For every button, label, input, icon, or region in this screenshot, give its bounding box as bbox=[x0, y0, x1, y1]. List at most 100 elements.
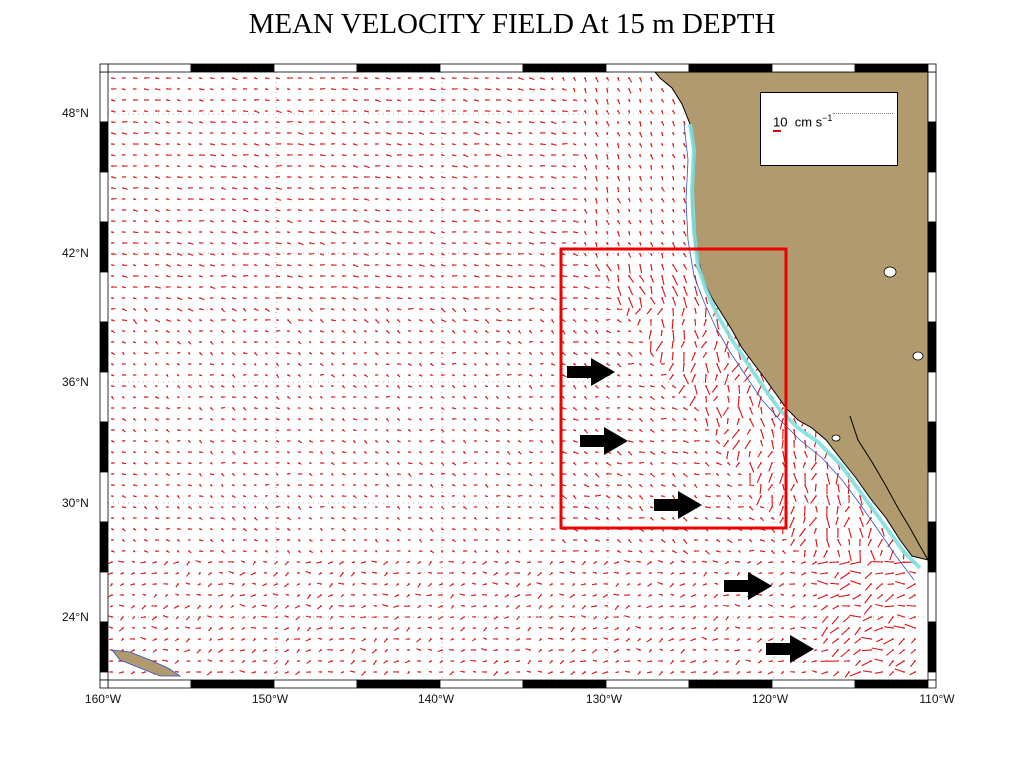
vector-origin-dot bbox=[595, 297, 597, 299]
vector-origin-dot bbox=[320, 363, 322, 365]
vector-origin-dot bbox=[485, 165, 487, 167]
vector-origin-dot bbox=[551, 198, 553, 200]
vector-origin-dot bbox=[518, 473, 520, 475]
vector-origin-dot bbox=[353, 539, 355, 541]
vector-origin-dot bbox=[342, 363, 344, 365]
vector-origin-dot bbox=[364, 176, 366, 178]
vector-origin-dot bbox=[540, 539, 542, 541]
vector-origin-dot bbox=[474, 539, 476, 541]
vector-origin-dot bbox=[276, 495, 278, 497]
vector-origin-dot bbox=[650, 77, 652, 79]
vector-origin-dot bbox=[551, 275, 553, 277]
vector-origin-dot bbox=[485, 121, 487, 123]
vector-origin-dot bbox=[705, 352, 707, 354]
vector-origin-dot bbox=[320, 396, 322, 398]
vector-origin-dot bbox=[672, 330, 674, 332]
vector-origin-dot bbox=[430, 110, 432, 112]
velocity-vector bbox=[716, 418, 720, 428]
vector-origin-dot bbox=[540, 330, 542, 332]
vector-origin-dot bbox=[166, 121, 168, 123]
vector-origin-dot bbox=[122, 154, 124, 156]
vector-origin-dot bbox=[474, 165, 476, 167]
vector-origin-dot bbox=[188, 231, 190, 233]
vector-origin-dot bbox=[650, 407, 652, 409]
vector-origin-dot bbox=[474, 440, 476, 442]
vector-origin-dot bbox=[243, 352, 245, 354]
vector-origin-dot bbox=[276, 99, 278, 101]
vector-origin-dot bbox=[298, 242, 300, 244]
vector-origin-dot bbox=[452, 319, 454, 321]
vector-origin-dot bbox=[133, 308, 135, 310]
vector-origin-dot bbox=[419, 440, 421, 442]
vector-origin-dot bbox=[496, 165, 498, 167]
vector-origin-dot bbox=[661, 297, 663, 299]
vector-origin-dot bbox=[683, 319, 685, 321]
vector-origin-dot bbox=[232, 418, 234, 420]
vector-origin-dot bbox=[419, 88, 421, 90]
vector-origin-dot bbox=[606, 297, 608, 299]
vector-origin-dot bbox=[496, 88, 498, 90]
vector-origin-dot bbox=[122, 462, 124, 464]
vector-origin-dot bbox=[551, 352, 553, 354]
vector-origin-dot bbox=[309, 330, 311, 332]
vector-origin-dot bbox=[199, 363, 201, 365]
vector-origin-dot bbox=[683, 154, 685, 156]
velocity-vector bbox=[716, 330, 720, 337]
vector-origin-dot bbox=[441, 264, 443, 266]
vector-origin-dot bbox=[595, 429, 597, 431]
velocity-vector bbox=[671, 352, 674, 361]
vector-origin-dot bbox=[276, 330, 278, 332]
velocity-vector bbox=[595, 264, 601, 272]
vector-origin-dot bbox=[386, 319, 388, 321]
vector-origin-dot bbox=[749, 517, 751, 519]
vector-origin-dot bbox=[353, 297, 355, 299]
vector-origin-dot bbox=[573, 231, 575, 233]
vector-origin-dot bbox=[518, 341, 520, 343]
vector-origin-dot bbox=[672, 176, 674, 178]
vector-origin-dot bbox=[111, 539, 113, 541]
vector-origin-dot bbox=[375, 121, 377, 123]
vector-origin-dot bbox=[518, 297, 520, 299]
vector-origin-dot bbox=[716, 385, 718, 387]
vector-origin-dot bbox=[595, 352, 597, 354]
vector-origin-dot bbox=[133, 154, 135, 156]
vector-origin-dot bbox=[705, 418, 707, 420]
vector-origin-dot bbox=[133, 440, 135, 442]
vector-origin-dot bbox=[507, 297, 509, 299]
vector-origin-dot bbox=[584, 330, 586, 332]
vector-origin-dot bbox=[265, 462, 267, 464]
vector-origin-dot bbox=[342, 242, 344, 244]
vector-origin-dot bbox=[540, 286, 542, 288]
vector-origin-dot bbox=[221, 407, 223, 409]
vector-origin-dot bbox=[309, 286, 311, 288]
vector-origin-dot bbox=[584, 418, 586, 420]
vector-origin-dot bbox=[430, 286, 432, 288]
vector-origin-dot bbox=[419, 187, 421, 189]
vector-origin-dot bbox=[507, 187, 509, 189]
vector-origin-dot bbox=[122, 341, 124, 343]
vector-origin-dot bbox=[496, 517, 498, 519]
vector-origin-dot bbox=[144, 506, 146, 508]
vector-origin-dot bbox=[529, 462, 531, 464]
vector-origin-dot bbox=[694, 495, 696, 497]
vector-origin-dot bbox=[485, 88, 487, 90]
vector-origin-dot bbox=[584, 198, 586, 200]
vector-origin-dot bbox=[573, 275, 575, 277]
vector-origin-dot bbox=[364, 473, 366, 475]
velocity-vector bbox=[650, 275, 655, 283]
vector-origin-dot bbox=[298, 99, 300, 101]
vector-origin-dot bbox=[397, 374, 399, 376]
vector-origin-dot bbox=[353, 495, 355, 497]
vector-origin-dot bbox=[111, 132, 113, 134]
vector-origin-dot bbox=[111, 517, 113, 519]
vector-origin-dot bbox=[452, 308, 454, 310]
velocity-vector bbox=[767, 484, 773, 491]
vector-origin-dot bbox=[441, 143, 443, 145]
vector-origin-dot bbox=[463, 88, 465, 90]
vector-origin-dot bbox=[342, 308, 344, 310]
vector-origin-dot bbox=[551, 132, 553, 134]
vector-origin-dot bbox=[661, 396, 663, 398]
vector-origin-dot bbox=[628, 352, 630, 354]
vector-origin-dot bbox=[364, 132, 366, 134]
vector-origin-dot bbox=[617, 374, 619, 376]
